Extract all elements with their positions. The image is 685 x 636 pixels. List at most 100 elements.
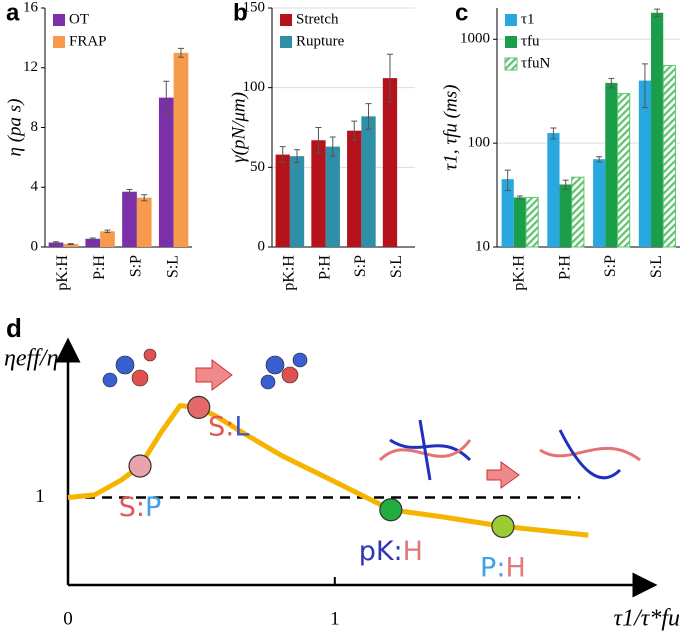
legend-label: FRAP (69, 33, 107, 49)
bar (547, 133, 560, 247)
x-tick-label: S:L (388, 255, 405, 278)
bar (361, 116, 376, 247)
bar (122, 191, 137, 247)
legend-swatch (505, 36, 517, 48)
legend-label: OT (69, 11, 89, 27)
point-label-part: P: (480, 552, 505, 583)
error-bar (279, 146, 286, 164)
panel-label: d (6, 313, 22, 343)
error-bar (504, 169, 511, 191)
y-tick-label: 0 (31, 238, 39, 254)
error-bar (104, 229, 111, 234)
y-axis-label: η (pa s) (4, 99, 25, 157)
error-bar (550, 127, 557, 140)
bar (85, 238, 101, 247)
bar (158, 97, 174, 247)
bar (616, 93, 631, 248)
x-tick-label: pK:H (54, 255, 71, 291)
y-tick-label: 10 (475, 238, 490, 254)
legend-label: τfuN (521, 55, 551, 71)
x-tick-label: pK:H (511, 255, 528, 291)
y-tick-label: 1 (35, 486, 45, 507)
point (128, 454, 152, 478)
legend-label: τ1 (521, 11, 535, 27)
bar (325, 146, 340, 247)
error-bar (53, 241, 60, 244)
error-bar (641, 63, 648, 109)
y-tick-label: 8 (31, 119, 39, 135)
schematic (102, 348, 641, 489)
x-tick-label: 0 (63, 608, 73, 629)
legend-swatch (53, 14, 65, 26)
point-label: S:P (119, 492, 162, 523)
error-bar (654, 8, 661, 18)
y-tick-label: 1000 (460, 31, 490, 47)
error-bar (141, 194, 148, 202)
y-tick-label: 100 (468, 135, 491, 151)
bar (525, 196, 539, 248)
legend-swatch (280, 14, 292, 26)
point-label-part: H (403, 535, 423, 566)
x-tick-label: P:H (91, 255, 108, 280)
arrow (195, 359, 233, 391)
bar (275, 154, 290, 247)
y-tick-label: 0 (258, 238, 266, 254)
point-label-part: S: (208, 411, 234, 442)
y-axis-label: γ(pN/μm) (228, 92, 249, 163)
bar (136, 197, 152, 247)
bar (513, 197, 526, 247)
legend-label: τfu (521, 33, 540, 49)
error-bar (365, 103, 372, 130)
error-bar (89, 237, 96, 241)
bar (63, 244, 79, 247)
error-bar (351, 120, 358, 141)
point-label: P:H (480, 552, 526, 583)
error-bar (516, 195, 523, 200)
x-tick-label: S:P (128, 255, 145, 277)
x-tick-label: P:H (316, 255, 333, 280)
bar (311, 140, 326, 247)
y-tick-label: 100 (243, 79, 266, 95)
bar (605, 82, 618, 247)
error-bar (562, 179, 569, 190)
legend-swatch (280, 36, 292, 48)
error-bar (126, 188, 133, 195)
legend-swatch (504, 57, 518, 71)
x-tick-label: 1 (330, 608, 340, 629)
x-axis-label: τ1/τ*fu (613, 606, 680, 632)
bar (173, 52, 189, 247)
x-tick-label: P:H (556, 255, 573, 280)
x-tick-label: S:P (352, 255, 369, 277)
curve (67, 403, 589, 538)
point (379, 498, 403, 522)
error-bar (608, 77, 615, 89)
y-tick-label: 16 (23, 0, 39, 15)
y-axis-label: τ1, τfu (ms) (440, 85, 461, 171)
bar (48, 242, 64, 247)
arrow (486, 461, 520, 489)
error-bar (294, 149, 301, 164)
bar (382, 78, 398, 248)
panel-label: a (6, 0, 20, 26)
bar (571, 176, 585, 248)
bar (347, 130, 362, 247)
legend-label: Stretch (296, 11, 339, 27)
legend-swatch (505, 14, 517, 26)
error-bar (596, 156, 603, 163)
bar (593, 159, 606, 247)
error-bar (386, 53, 393, 103)
x-tick-label: pK:H (281, 255, 298, 291)
y-tick-label: 12 (23, 59, 38, 75)
bar (501, 179, 514, 247)
point-label: S:L (208, 411, 249, 442)
point-label-part: P (145, 492, 161, 523)
point (491, 514, 515, 538)
panel-label: c (455, 0, 468, 26)
bar (559, 184, 572, 247)
error-bar (163, 80, 170, 115)
point-label: pK:H (359, 535, 423, 566)
error-bar (177, 47, 184, 58)
point (187, 395, 211, 419)
